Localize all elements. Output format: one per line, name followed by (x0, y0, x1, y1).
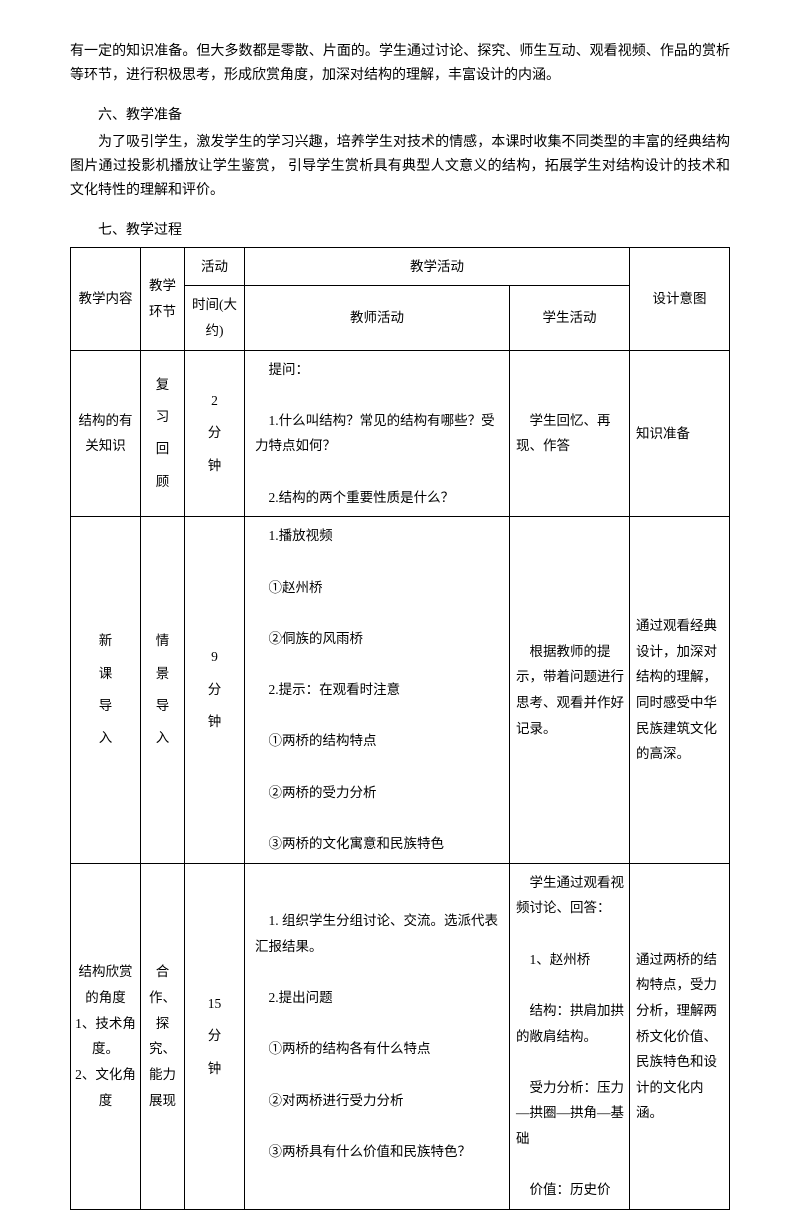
table-header-row: 教学内容 教学环节 活动 教学活动 设计意图 (71, 247, 730, 286)
cell-student: 学生回忆、再现、作答 (510, 350, 630, 517)
time-char: 钟 (189, 450, 240, 482)
phase-char: 入 (145, 722, 180, 754)
cell-teacher: 1.播放视频 ①赵州桥 ②侗族的风雨桥 2.提示：在观看时注意 ①两桥的结构特点… (245, 517, 510, 863)
time-char: 分 (189, 417, 240, 449)
cell-phase: 复 习 回 顾 (141, 350, 185, 517)
content-char: 新 (75, 625, 136, 657)
th-time: 时间(大约) (185, 286, 245, 350)
table-row: 新 课 导 入 情 景 导 入 9 分 钟 1.播放视频 ①赵州桥 ②侗族的风雨… (71, 517, 730, 863)
time-char: 9 (189, 641, 240, 673)
content-char: 课 (75, 658, 136, 690)
teaching-process-table: 教学内容 教学环节 活动 教学活动 设计意图 时间(大约) 教师活动 学生活动 … (70, 247, 730, 1210)
phase-char: 景 (145, 658, 180, 690)
cell-content: 结构的有关知识 (71, 350, 141, 517)
cell-content: 新 课 导 入 (71, 517, 141, 863)
time-char: 钟 (189, 706, 240, 738)
content-char: 导 (75, 690, 136, 722)
table-row: 结构的有关知识 复 习 回 顾 2 分 钟 提问： 1.什么叫结构？常见的结构有… (71, 350, 730, 517)
th-content: 教学内容 (71, 247, 141, 350)
cell-teacher: 提问： 1.什么叫结构？常见的结构有哪些？受力特点如何？ 2.结构的两个重要性质… (245, 350, 510, 517)
cell-intent: 通过两桥的结构特点，受力分析，理解两桥文化价值、民族特色和设计的文化内涵。 (630, 863, 730, 1209)
cell-student: 根据教师的提示，带着问题进行思考、观看并作好记录。 (510, 517, 630, 863)
table-row: 结构欣赏的角度 1、技术角度。 2、文化角度 合作、探究、能力展现 15 分 钟… (71, 863, 730, 1209)
th-intent: 设计意图 (630, 247, 730, 350)
th-teaching-activity: 教学活动 (245, 247, 630, 286)
phase-char: 复 (145, 369, 180, 401)
time-char: 2 (189, 385, 240, 417)
phase-char: 顾 (145, 466, 180, 498)
content-char: 入 (75, 722, 136, 754)
cell-phase: 情 景 导 入 (141, 517, 185, 863)
time-char: 分 (189, 674, 240, 706)
time-char: 分 (189, 1020, 240, 1052)
cell-student: 学生通过观看视频讨论、回答： 1、赵州桥 结构：拱肩加拱的敞肩结构。 受力分析：… (510, 863, 630, 1209)
paragraph-intro: 有一定的知识准备。但大多数都是零散、片面的。学生通过讨论、探究、师生互动、观看视… (70, 40, 730, 88)
cell-time: 9 分 钟 (185, 517, 245, 863)
cell-time: 2 分 钟 (185, 350, 245, 517)
section-6-title: 六、教学准备 (70, 104, 730, 128)
cell-intent: 知识准备 (630, 350, 730, 517)
cell-phase: 合作、探究、能力展现 (141, 863, 185, 1209)
cell-intent: 通过观看经典设计，加深对结构的理解，同时感受中华民族建筑文化的高深。 (630, 517, 730, 863)
th-teacher: 教师活动 (245, 286, 510, 350)
cell-time: 15 分 钟 (185, 863, 245, 1209)
phase-char: 习 (145, 401, 180, 433)
phase-char: 回 (145, 433, 180, 465)
phase-char: 情 (145, 625, 180, 657)
time-char: 钟 (189, 1053, 240, 1085)
th-activity: 活动 (185, 247, 245, 286)
cell-teacher: 1. 组织学生分组讨论、交流。选派代表汇报结果。 2.提出问题 ①两桥的结构各有… (245, 863, 510, 1209)
time-char: 15 (189, 988, 240, 1020)
th-phase: 教学环节 (141, 247, 185, 350)
section-7-title: 七、教学过程 (70, 219, 730, 243)
th-student: 学生活动 (510, 286, 630, 350)
cell-content: 结构欣赏的角度 1、技术角度。 2、文化角度 (71, 863, 141, 1209)
paragraph-prep: 为了吸引学生，激发学生的学习兴趣，培养学生对技术的情感，本课时收集不同类型的丰富… (70, 131, 730, 202)
phase-char: 导 (145, 690, 180, 722)
